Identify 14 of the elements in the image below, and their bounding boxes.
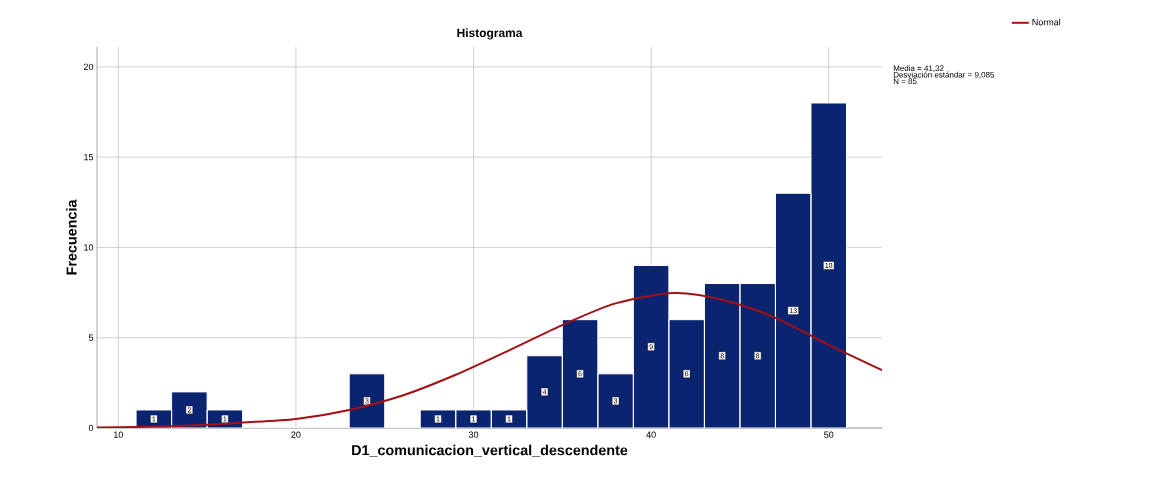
x-axis-title: D1_comunicacion_vertical_descendente bbox=[352, 444, 628, 457]
y-tick-label: 5 bbox=[88, 334, 94, 341]
x-tick-label: 50 bbox=[824, 431, 834, 438]
x-tick-label: 30 bbox=[468, 431, 479, 438]
x-tick-label: 10 bbox=[114, 431, 123, 438]
x-tick-label: 40 bbox=[646, 431, 656, 438]
y-axis-title: Frecuencia bbox=[66, 199, 77, 275]
legend-label: Normal bbox=[1032, 18, 1061, 26]
y-tick-label: 15 bbox=[84, 154, 94, 161]
x-tick-label: 20 bbox=[291, 431, 301, 438]
y-tick-label: 10 bbox=[84, 244, 94, 251]
chart-title: Histograma bbox=[457, 28, 523, 40]
y-tick-label: 20 bbox=[83, 63, 94, 71]
y-tick-label: 0 bbox=[88, 424, 94, 432]
